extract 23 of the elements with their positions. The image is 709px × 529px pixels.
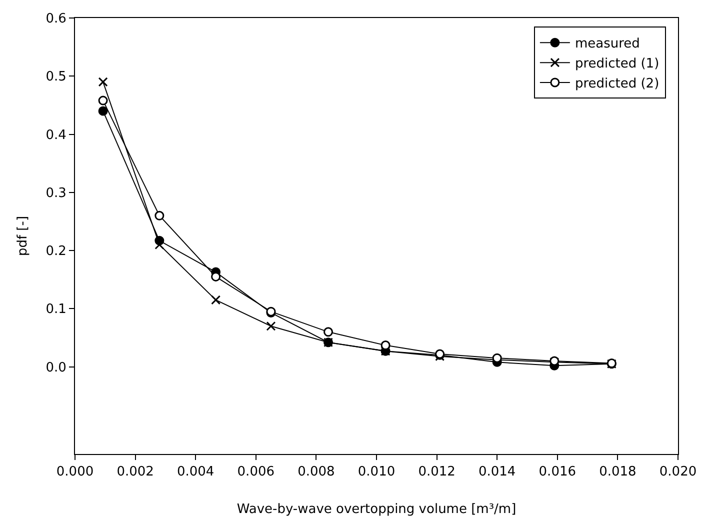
y-tick-label: 0.6	[46, 12, 66, 27]
x-tick-label: 0.018	[599, 464, 636, 480]
x-tick-label: 0.016	[538, 464, 576, 480]
x-tick-label: 0.008	[298, 464, 335, 480]
x-tick-label: 0.000	[56, 464, 94, 480]
x-tick-label: 0.020	[659, 464, 697, 480]
y-tick-label: 0.3	[46, 186, 66, 201]
x-tick-label: 0.006	[237, 464, 275, 480]
y-tick-label: 0.5	[46, 70, 66, 85]
y-tick-label: 0.1	[46, 302, 66, 318]
x-tick-label: 0.002	[116, 464, 154, 480]
y-tick-label: 0.4	[46, 128, 66, 143]
x-tick-label: 0.010	[358, 464, 396, 480]
x-tick-label: 0.004	[176, 464, 214, 480]
y-axis-title: pdf [-]	[16, 216, 31, 256]
x-axis-title: Wave-by-wave overtopping volume [m³/m]	[236, 502, 516, 518]
x-tick-label: 0.012	[418, 464, 456, 480]
y-tick-label: 0.2	[46, 244, 66, 260]
x-tick-label: 0.014	[478, 464, 516, 480]
legend-label: predicted (2)	[574, 76, 660, 92]
y-tick-label: 0.0	[46, 360, 66, 376]
legend-label: predicted (1)	[574, 56, 660, 72]
legend-label: measured	[574, 36, 640, 52]
